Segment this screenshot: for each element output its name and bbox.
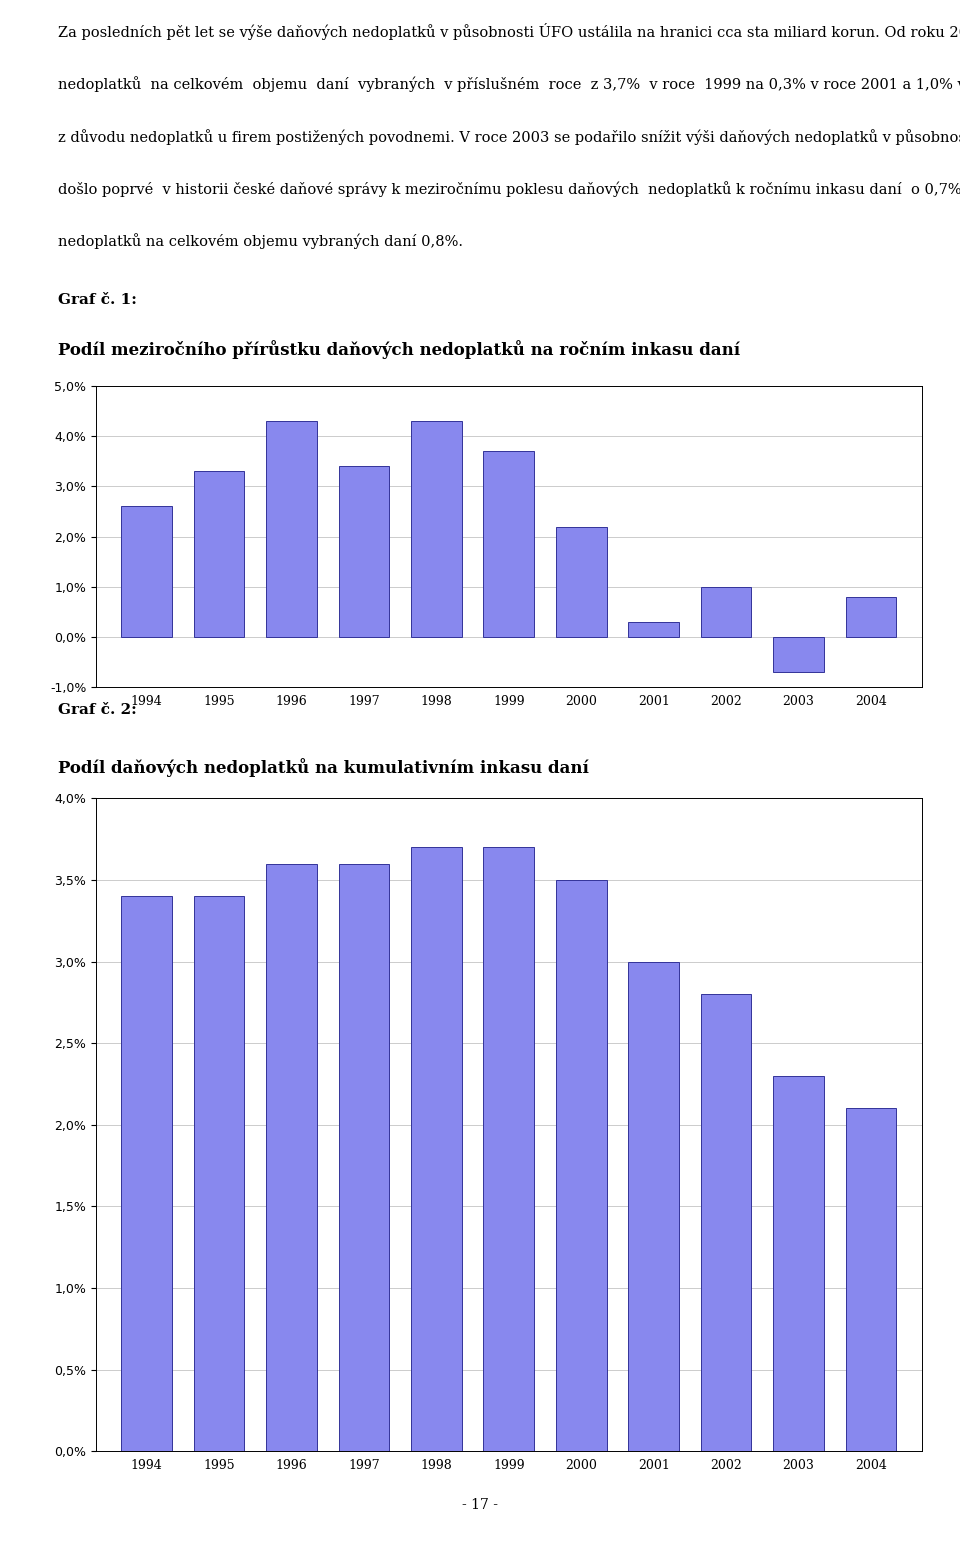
Bar: [121, 506, 172, 636]
Bar: [556, 527, 607, 636]
Text: Podíl meziročního přírůstku daňových nedoplatků na ročním inkasu daní: Podíl meziročního přírůstku daňových ned…: [58, 340, 740, 360]
Bar: [194, 471, 245, 636]
Bar: [339, 466, 390, 636]
Text: Podíl daňových nedoplatků na kumulativním inkasu daní: Podíl daňových nedoplatků na kumulativní…: [58, 758, 588, 777]
Bar: [773, 636, 824, 672]
Bar: [121, 896, 172, 1451]
Bar: [701, 994, 752, 1451]
Bar: [484, 848, 534, 1451]
Bar: [484, 451, 534, 636]
Text: Za posledních pět let se výše daňových nedoplatků v působnosti ÚFO ustálila na h: Za posledních pět let se výše daňových n…: [58, 23, 960, 40]
Bar: [194, 896, 245, 1451]
Bar: [266, 422, 317, 636]
Bar: [628, 962, 679, 1451]
Bar: [411, 422, 462, 636]
Bar: [556, 880, 607, 1451]
Bar: [266, 863, 317, 1451]
Text: z důvodu nedoplatků u firem postižených povodnemi. V roce 2003 se podařilo sníži: z důvodu nedoplatků u firem postižených …: [58, 128, 960, 145]
Text: nedoplatků na celkovém objemu vybraných daní 0,8%.: nedoplatků na celkovém objemu vybraných …: [58, 233, 463, 249]
Bar: [411, 848, 462, 1451]
Text: Graf č. 1:: Graf č. 1:: [58, 293, 136, 307]
Bar: [846, 1109, 897, 1451]
Text: došlo poprvé  v historii české daňové správy k meziročnímu poklesu daňových  ned: došlo poprvé v historii české daňové spr…: [58, 181, 960, 196]
Bar: [701, 587, 752, 636]
Bar: [846, 596, 897, 636]
Text: - 17 -: - 17 -: [462, 1498, 498, 1513]
Bar: [773, 1076, 824, 1451]
Bar: [628, 622, 679, 636]
Text: Graf č. 2:: Graf č. 2:: [58, 703, 136, 716]
Text: nedoplatků  na celkovém  objemu  daní  vybraných  v příslušném  roce  z 3,7%  v : nedoplatků na celkovém objemu daní vybra…: [58, 76, 960, 91]
Bar: [339, 863, 390, 1451]
